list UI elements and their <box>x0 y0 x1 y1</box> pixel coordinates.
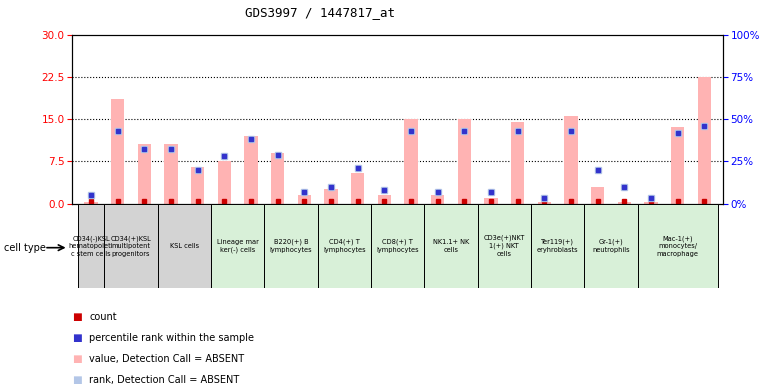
Bar <box>158 204 211 288</box>
Bar <box>565 116 578 204</box>
Text: ■: ■ <box>72 333 82 343</box>
Text: Ter119(+)
eryhroblasts: Ter119(+) eryhroblasts <box>537 239 578 253</box>
Bar <box>671 127 684 204</box>
Text: CD8(+) T
lymphocytes: CD8(+) T lymphocytes <box>376 239 419 253</box>
Text: value, Detection Call = ABSENT: value, Detection Call = ABSENT <box>89 354 244 364</box>
Bar <box>484 198 498 204</box>
Text: ■: ■ <box>72 354 82 364</box>
Text: CD4(+) T
lymphocytes: CD4(+) T lymphocytes <box>323 239 365 253</box>
Text: percentile rank within the sample: percentile rank within the sample <box>89 333 254 343</box>
Text: ■: ■ <box>72 312 82 322</box>
Bar <box>78 204 104 288</box>
Text: CD3e(+)NKT
1(+) NKT
cells: CD3e(+)NKT 1(+) NKT cells <box>483 235 525 257</box>
Bar <box>271 153 285 204</box>
Bar <box>191 167 204 204</box>
Bar <box>511 122 524 204</box>
Bar <box>324 189 338 204</box>
Bar <box>218 161 231 204</box>
Bar <box>371 204 425 288</box>
Text: NK1.1+ NK
cells: NK1.1+ NK cells <box>433 239 469 253</box>
Bar <box>298 195 311 204</box>
Bar <box>638 204 718 288</box>
Text: CD34(-)KSL
hematopoieti
c stem cells: CD34(-)KSL hematopoieti c stem cells <box>68 235 113 257</box>
Text: B220(+) B
lymphocytes: B220(+) B lymphocytes <box>269 239 312 253</box>
Bar <box>138 144 151 204</box>
Text: Mac-1(+)
monocytes/
macrophage: Mac-1(+) monocytes/ macrophage <box>657 235 699 257</box>
Bar <box>591 187 604 204</box>
Bar <box>111 99 124 204</box>
Bar <box>478 204 531 288</box>
Text: rank, Detection Call = ABSENT: rank, Detection Call = ABSENT <box>89 375 239 384</box>
Bar <box>531 204 584 288</box>
Text: ■: ■ <box>72 375 82 384</box>
Text: count: count <box>89 312 116 322</box>
Text: GDS3997 / 1447817_at: GDS3997 / 1447817_at <box>244 6 395 19</box>
Text: KSL cells: KSL cells <box>170 243 199 249</box>
Bar <box>698 77 711 204</box>
Text: CD34(+)KSL
multipotent
progenitors: CD34(+)KSL multipotent progenitors <box>110 235 151 257</box>
Bar <box>244 136 258 204</box>
Bar <box>351 172 365 204</box>
Bar <box>425 204 478 288</box>
Text: Lineage mar
ker(-) cells: Lineage mar ker(-) cells <box>217 239 259 253</box>
Bar <box>84 202 97 204</box>
Bar <box>104 204 158 288</box>
Bar <box>264 204 317 288</box>
Bar <box>431 195 444 204</box>
Bar <box>618 202 631 204</box>
Text: Gr-1(+)
neutrophils: Gr-1(+) neutrophils <box>592 239 630 253</box>
Bar <box>404 119 418 204</box>
Bar <box>164 144 177 204</box>
Bar <box>537 202 551 204</box>
Bar <box>377 195 391 204</box>
Bar <box>645 202 658 204</box>
Bar <box>584 204 638 288</box>
Bar <box>317 204 371 288</box>
Text: cell type: cell type <box>4 243 46 253</box>
Bar <box>211 204 264 288</box>
Bar <box>457 119 471 204</box>
